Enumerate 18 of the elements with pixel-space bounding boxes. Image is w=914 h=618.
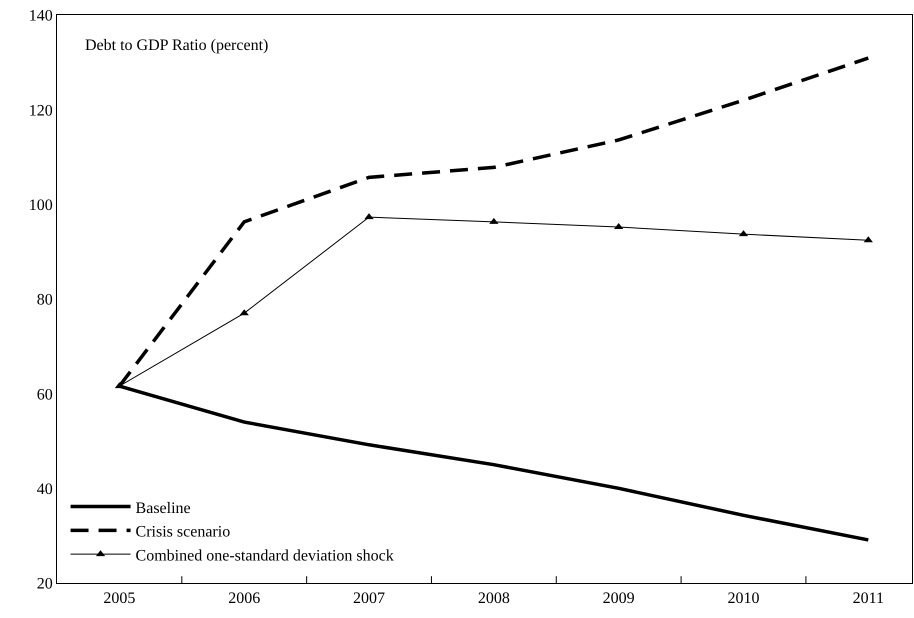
legend-label: Combined one-standard deviation shock: [136, 547, 394, 564]
x-tick-label: 2006: [228, 590, 260, 608]
y-tick-label: 120: [28, 102, 53, 120]
legend-label: Baseline: [136, 500, 191, 517]
y-tick-label: 20: [36, 576, 53, 593]
y-tick-label: 100: [28, 196, 53, 214]
y-tick-label: 60: [36, 386, 53, 404]
x-tick-label: 2008: [478, 590, 510, 608]
x-tick-label: 2007: [353, 590, 386, 608]
x-tick-label: 2009: [602, 590, 635, 608]
x-tick-label: 2011: [852, 590, 884, 608]
y-tick-label: 40: [36, 480, 53, 498]
y-tick-label: 80: [36, 292, 53, 309]
y-tick-label: 140: [28, 8, 53, 25]
x-tick-label: 2010: [728, 590, 760, 608]
x-tick-label: 2005: [103, 590, 136, 608]
legend-label: Crisis scenario: [136, 524, 230, 541]
text: Debt to GDP Ratio (percent): [85, 37, 268, 54]
